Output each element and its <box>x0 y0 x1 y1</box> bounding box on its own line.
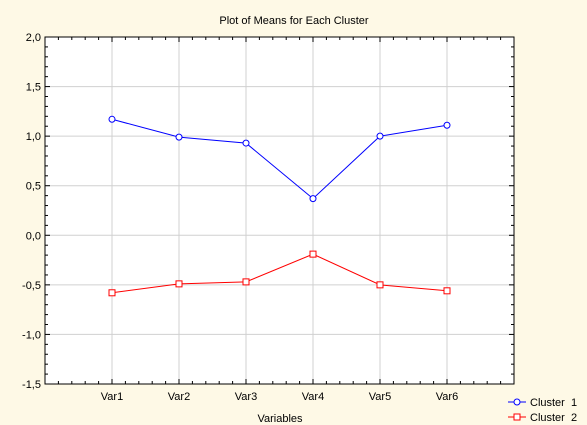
y-tick-label: 2,0 <box>26 32 41 44</box>
series-line-2 <box>111 253 448 294</box>
legend-label: Cluster 2 <box>530 412 577 424</box>
data-point <box>443 287 451 295</box>
x-axis-label: Variables <box>257 413 303 425</box>
data-point <box>309 195 317 203</box>
x-tick-label: Var1 <box>101 391 123 403</box>
chart-title: Plot of Means for Each Cluster <box>219 15 369 27</box>
x-tick-label: Var5 <box>369 391 391 403</box>
y-tick-label: -1,0 <box>22 329 41 341</box>
y-tick-label: 0,5 <box>26 181 41 193</box>
legend-marker <box>513 398 521 406</box>
data-point <box>309 250 317 258</box>
y-tick-label: -0,5 <box>22 280 41 292</box>
data-point <box>376 281 384 289</box>
data-point <box>376 132 384 140</box>
series-line-1 <box>111 118 448 200</box>
y-tick-label: 0,0 <box>26 230 41 242</box>
plot-area <box>45 37 514 384</box>
y-axis: -1,5 -1,0 -0,5 0,0 0,5 1,0 1,5 2,0 <box>22 32 514 391</box>
legend-label: Cluster 1 <box>530 397 577 409</box>
y-tick-label: 1,5 <box>26 82 41 94</box>
data-point <box>242 278 250 286</box>
data-point <box>108 289 116 297</box>
series-layer <box>108 115 451 297</box>
y-tick-label: -1,5 <box>22 379 41 391</box>
x-tick-label: Var2 <box>168 391 190 403</box>
legend: Cluster 1 Cluster 2 <box>508 397 577 424</box>
x-tick-label: Var4 <box>302 391 324 403</box>
data-point <box>242 139 250 147</box>
data-point <box>443 121 451 129</box>
data-point <box>108 115 116 123</box>
legend-marker <box>513 413 521 421</box>
data-point <box>175 280 183 288</box>
x-tick-label: Var3 <box>235 391 257 403</box>
plot-frame <box>44 36 515 385</box>
x-tick-label: Var6 <box>436 391 458 403</box>
x-axis: Var1 Var2 Var3 Var4 Var5 Var6 <box>57 37 515 403</box>
data-point <box>175 133 183 141</box>
y-tick-label: 1,0 <box>26 131 41 143</box>
